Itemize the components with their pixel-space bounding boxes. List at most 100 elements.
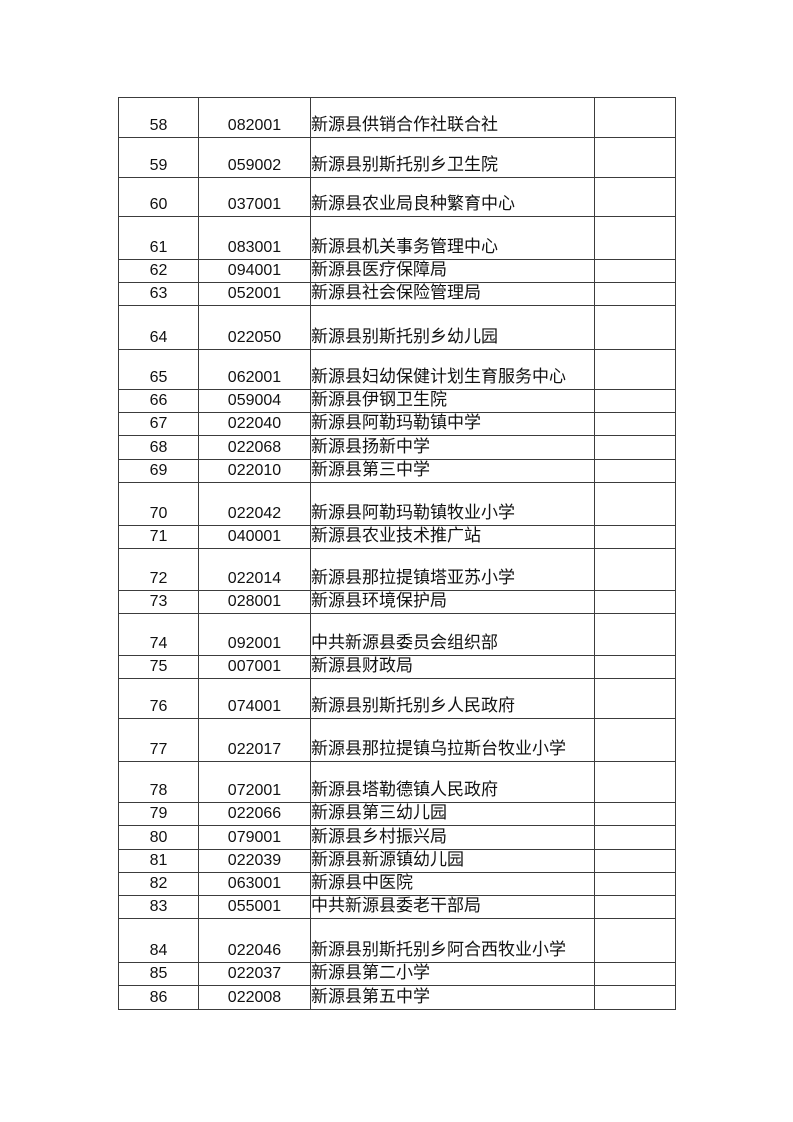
unit-name-cell: 新源县别斯托别乡幼儿园 [310,305,595,350]
unit-code-cell: 074001 [198,678,311,719]
empty-cell [594,825,676,850]
row-number-cell: 75 [118,655,199,679]
row-number-cell: 58 [118,97,199,138]
unit-name-cell: 新源县别斯托别乡卫生院 [310,137,595,178]
row-number-cell: 80 [118,825,199,850]
unit-code-cell: 094001 [198,259,311,283]
unit-name-cell: 新源县阿勒玛勒镇牧业小学 [310,482,595,526]
unit-code-cell: 062001 [198,349,311,390]
row-number-cell: 60 [118,177,199,217]
row-number-cell: 79 [118,802,199,826]
unit-name-cell: 新源县扬新中学 [310,435,595,460]
table-row: 62 094001 新源县医疗保障局 [118,259,676,283]
unit-name-cell: 新源县第三中学 [310,459,595,483]
unit-name-cell: 新源县环境保护局 [310,590,595,614]
row-number-cell: 85 [118,962,199,986]
unit-code-cell: 079001 [198,825,311,850]
empty-cell [594,802,676,826]
row-number-cell: 66 [118,389,199,413]
empty-cell [594,412,676,436]
row-number-cell: 70 [118,482,199,526]
row-number-cell: 86 [118,985,199,1010]
unit-name-cell: 新源县财政局 [310,655,595,679]
empty-cell [594,525,676,549]
table-row: 69 022010 新源县第三中学 [118,459,676,483]
table-row: 83 055001 中共新源县委老干部局 [118,895,676,919]
unit-code-cell: 022010 [198,459,311,483]
unit-name-cell: 新源县社会保险管理局 [310,282,595,306]
table-row: 74 092001 中共新源县委员会组织部 [118,613,676,656]
table-row: 85 022037 新源县第二小学 [118,962,676,986]
empty-cell [594,761,676,803]
row-number-cell: 73 [118,590,199,614]
unit-code-cell: 072001 [198,761,311,803]
table-row: 81 022039 新源县新源镇幼儿园 [118,849,676,873]
unit-name-cell: 新源县农业技术推广站 [310,525,595,549]
unit-code-cell: 022050 [198,305,311,350]
unit-code-cell: 082001 [198,97,311,138]
unit-name-cell: 新源县那拉提镇乌拉斯台牧业小学 [310,718,595,762]
unit-name-cell: 新源县农业局良种繁育中心 [310,177,595,217]
unit-name-cell: 新源县伊钢卫生院 [310,389,595,413]
unit-name-cell: 新源县那拉提镇塔亚苏小学 [310,548,595,591]
empty-cell [594,435,676,460]
unit-name-cell: 新源县第二小学 [310,962,595,986]
row-number-cell: 61 [118,216,199,260]
unit-name-cell: 新源县阿勒玛勒镇中学 [310,412,595,436]
unit-code-cell: 022008 [198,985,311,1010]
empty-cell [594,177,676,217]
table-row: 86 022008 新源县第五中学 [118,985,676,1010]
row-number-cell: 83 [118,895,199,919]
unit-code-cell: 059002 [198,137,311,178]
unit-name-cell: 新源县新源镇幼儿园 [310,849,595,873]
row-number-cell: 74 [118,613,199,656]
row-number-cell: 71 [118,525,199,549]
unit-code-cell: 022068 [198,435,311,460]
table-row: 71 040001 新源县农业技术推广站 [118,525,676,549]
table-row: 64 022050 新源县别斯托别乡幼儿园 [118,305,676,350]
unit-code-cell: 092001 [198,613,311,656]
unit-code-cell: 022014 [198,548,311,591]
empty-cell [594,137,676,178]
table-row: 67 022040 新源县阿勒玛勒镇中学 [118,412,676,436]
table-row: 77 022017 新源县那拉提镇乌拉斯台牧业小学 [118,718,676,762]
unit-name-cell: 新源县第五中学 [310,985,595,1010]
empty-cell [594,97,676,138]
unit-code-cell: 022042 [198,482,311,526]
unit-name-cell: 新源县中医院 [310,872,595,896]
table-row: 68 022068 新源县扬新中学 [118,435,676,460]
table-row: 75 007001 新源县财政局 [118,655,676,679]
empty-cell [594,349,676,390]
table-row: 59 059002 新源县别斯托别乡卫生院 [118,137,676,178]
unit-code-cell: 028001 [198,590,311,614]
empty-cell [594,918,676,963]
empty-cell [594,548,676,591]
empty-cell [594,216,676,260]
empty-cell [594,655,676,679]
empty-cell [594,613,676,656]
row-number-cell: 62 [118,259,199,283]
unit-name-cell: 中共新源县委老干部局 [310,895,595,919]
unit-code-cell: 022040 [198,412,311,436]
row-number-cell: 59 [118,137,199,178]
row-number-cell: 64 [118,305,199,350]
unit-code-cell: 040001 [198,525,311,549]
table-row: 72 022014 新源县那拉提镇塔亚苏小学 [118,548,676,591]
unit-name-cell: 新源县供销合作社联合社 [310,97,595,138]
table-row: 84 022046 新源县别斯托别乡阿合西牧业小学 [118,918,676,963]
empty-cell [594,459,676,483]
empty-cell [594,849,676,873]
table-row: 79 022066 新源县第三幼儿园 [118,802,676,826]
row-number-cell: 78 [118,761,199,803]
table-row: 58 082001 新源县供销合作社联合社 [118,97,676,138]
unit-code-cell: 022046 [198,918,311,963]
empty-cell [594,985,676,1010]
unit-code-cell: 022037 [198,962,311,986]
table-row: 78 072001 新源县塔勒德镇人民政府 [118,761,676,803]
table-row: 82 063001 新源县中医院 [118,872,676,896]
unit-code-cell: 037001 [198,177,311,217]
unit-name-cell: 新源县别斯托别乡阿合西牧业小学 [310,918,595,963]
empty-cell [594,305,676,350]
unit-name-cell: 新源县别斯托别乡人民政府 [310,678,595,719]
